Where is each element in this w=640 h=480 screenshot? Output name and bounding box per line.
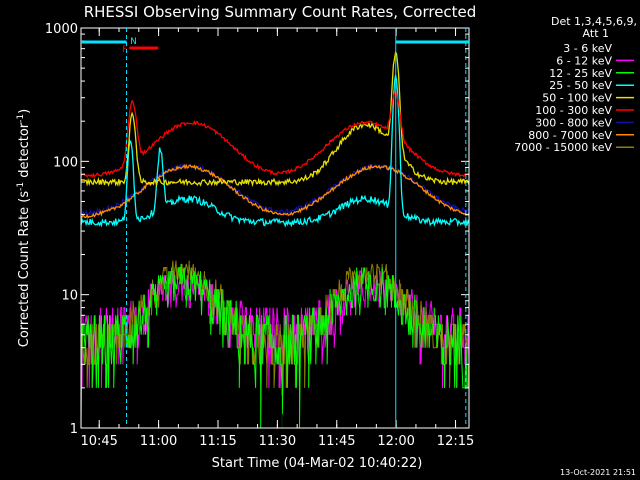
y-axis-label-sup2: -1 [16,114,26,123]
flag-n-label: N [130,37,137,47]
series-50-100-kev [81,51,469,188]
legend-label: 3 - 6 keV [563,42,612,55]
legend-label: 100 - 300 keV [535,104,612,117]
legend-label: 50 - 100 keV [542,92,612,105]
series-100-300-kev [81,90,469,179]
y-tick-label: 1 [70,422,78,437]
legend-label: 300 - 800 keV [535,116,612,129]
flag-f-label: F [122,45,127,55]
x-tick-label: 12:00 [377,434,414,449]
legend-label: 6 - 12 keV [556,54,612,67]
x-tick-label: 11:30 [259,434,296,449]
axes-layer: 10:45 11:00 11:15 11:30 11:45 12:00 12:15 1 10 10… [45,22,474,449]
chart-title: RHESSI Observing Summary Count Rates, Co… [84,3,477,21]
x-tick-label: 10:45 [80,434,117,449]
y-axis-label-sup1: -1 [16,182,26,191]
y-axis-label-part1: Corrected Count Rate (s [17,191,32,348]
series-800-7000-kev [81,163,469,219]
y-tick-label: 100 [53,155,78,170]
x-tick-label: 11:45 [318,434,355,449]
x-axis-label: Start Time (04-Mar-02 10:40:22) [212,456,423,471]
series-layer [81,51,469,428]
series-12-25-kev [81,263,469,428]
y-axis-label-part2: detector [17,122,32,182]
legend-header-line1: Det 1,3,4,5,6,9, [551,15,637,28]
series-25-50-kev [81,74,469,228]
legend-header-line2: Att 1 [583,27,609,40]
x-tick-label: 11:15 [199,434,236,449]
plot-frame [80,27,470,429]
y-tick-label: 10 [61,289,78,304]
x-tick-label: 11:00 [140,434,177,449]
generation-timestamp: 13-Oct-2021 21:51 [560,468,636,477]
legend-label: 12 - 25 keV [549,67,612,80]
y-tick-label: 1000 [45,22,78,37]
legend-label: 800 - 7000 keV [528,129,612,142]
legend-label: 25 - 50 keV [549,79,612,92]
x-tick-label: 12:15 [437,434,474,449]
y-axis-label: Corrected Count Rate (s-1 detector-1) [16,109,32,347]
y-axis-label-part3: ) [17,109,32,114]
legend-label: 7000 - 15000 keV [514,141,612,154]
